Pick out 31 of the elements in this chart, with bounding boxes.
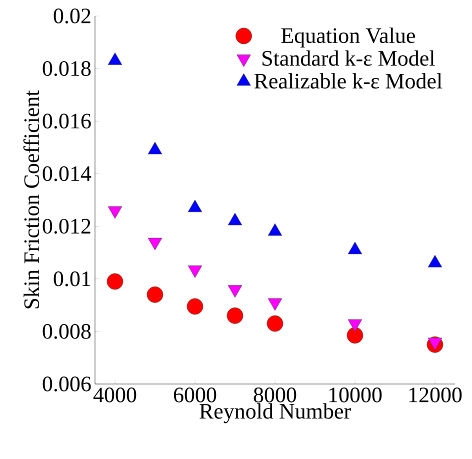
point (228, 212, 242, 226)
point (188, 200, 202, 212)
y-tick-label: 0.01 (54, 271, 90, 286)
x-tick-label: 6000 (174, 388, 216, 402)
legend-label: Standard k-ε Model (262, 50, 435, 66)
point (186, 298, 204, 315)
x-tick-label: 10000 (329, 388, 382, 402)
x-tick-label: 8000 (254, 388, 296, 402)
point (268, 223, 282, 236)
x-tick-label: 4000 (93, 388, 136, 402)
y-tick-label: 0.008 (42, 324, 91, 339)
x-tick-label: 12000 (409, 388, 462, 402)
point (226, 307, 244, 324)
point (348, 242, 362, 254)
y-tick-label: 0.014 (42, 166, 92, 182)
point (428, 254, 442, 268)
y-tick-label: 0.016 (42, 114, 91, 129)
y-axis-title: Skin Friction Coefficient (23, 90, 40, 308)
y-tick-label: 0.006 (42, 376, 91, 392)
point (146, 286, 164, 303)
y-tick-label: 0.012 (42, 218, 90, 234)
y-tick-label: 0.018 (42, 61, 91, 76)
legend-label: Realizable k-ε Model (254, 73, 442, 89)
point (148, 142, 162, 154)
x-axis-title: Reynold Number (200, 403, 351, 424)
point (346, 327, 364, 344)
legend-label: Equation Value (281, 28, 415, 48)
point (108, 52, 122, 65)
point (106, 273, 124, 290)
y-tick-label: 0.02 (54, 8, 90, 24)
point (266, 315, 284, 332)
